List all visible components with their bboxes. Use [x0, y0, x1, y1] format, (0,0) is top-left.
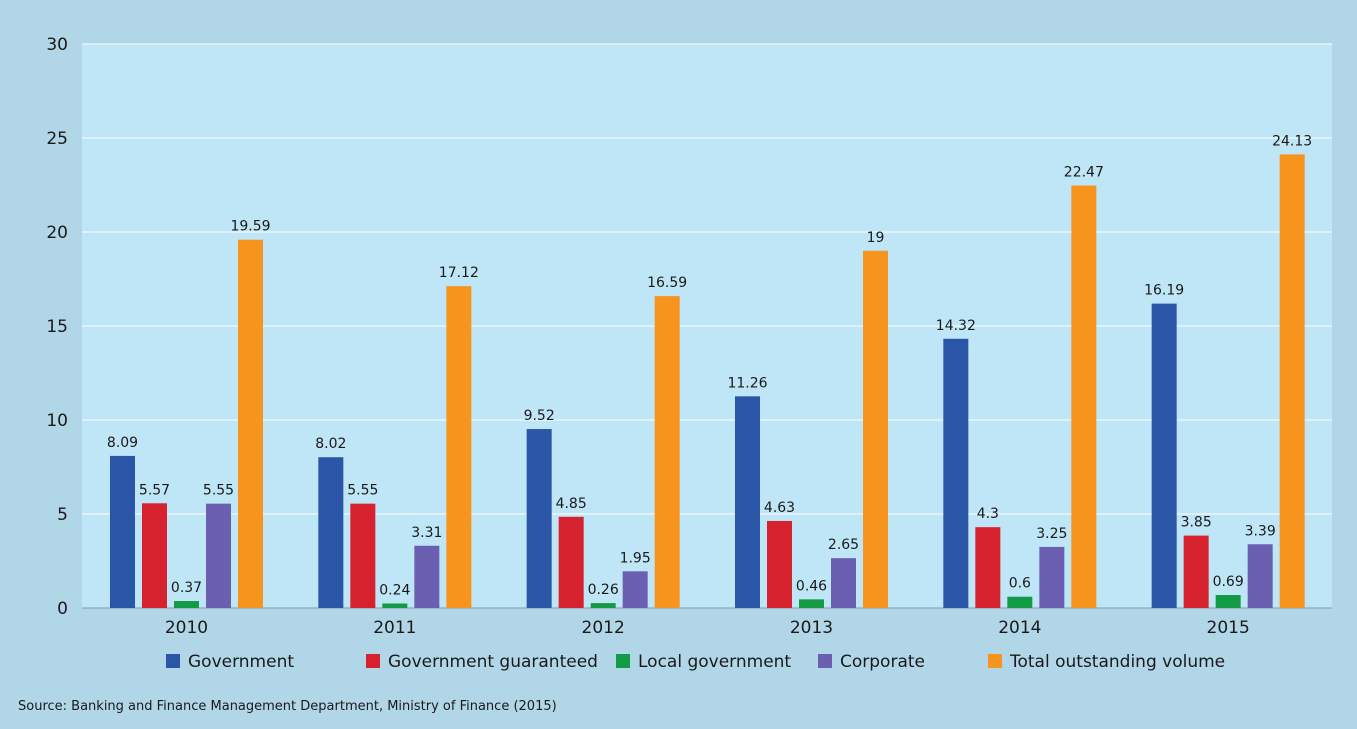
legend-label: Corporate: [840, 652, 925, 672]
legend-swatch: [366, 654, 380, 668]
data-label: 24.13: [1272, 133, 1312, 149]
bar: [975, 527, 1001, 608]
bar: [1183, 535, 1209, 608]
legend-swatch: [988, 654, 1002, 668]
data-label: 5.55: [347, 483, 378, 499]
bar: [382, 603, 408, 608]
x-tick-label: 2011: [373, 618, 416, 638]
bar: [110, 455, 135, 608]
data-label: 2.65: [828, 537, 859, 553]
bar: [318, 457, 344, 608]
legend-swatch: [818, 654, 832, 668]
data-label: 16.19: [1144, 283, 1184, 299]
legend-label: Government: [188, 652, 294, 672]
data-label: 0.6: [1009, 576, 1031, 592]
bar: [863, 250, 888, 609]
x-tick-label: 2014: [998, 618, 1041, 638]
x-tick-label: 2015: [1207, 618, 1250, 638]
data-label: 4.85: [556, 496, 587, 512]
data-label: 3.85: [1181, 515, 1212, 531]
data-label: 5.57: [139, 482, 170, 498]
data-label: 3.31: [411, 525, 442, 541]
x-tick-label: 2013: [790, 618, 833, 638]
data-label: 0.69: [1213, 574, 1244, 590]
data-label: 0.24: [379, 582, 410, 598]
data-label: 1.95: [620, 550, 651, 566]
source-note: Source: Banking and Finance Management D…: [18, 699, 557, 714]
legend-swatch: [616, 654, 630, 668]
data-label: 14.32: [936, 318, 976, 334]
bar: [1215, 595, 1241, 608]
bar: [590, 603, 616, 608]
bar: [350, 503, 376, 608]
bar: [799, 599, 824, 608]
bar: [1039, 546, 1065, 608]
bar: [1007, 596, 1033, 608]
legend-label: Local government: [638, 652, 791, 672]
y-tick-label: 30: [46, 35, 68, 55]
data-label: 9.52: [524, 408, 555, 424]
bar: [735, 396, 760, 608]
bar: [206, 503, 231, 608]
bar: [831, 558, 856, 608]
data-label: 11.26: [727, 375, 767, 391]
data-label: 0.46: [796, 578, 827, 594]
bar: [446, 286, 472, 608]
bar: [142, 503, 167, 608]
data-label: 4.3: [977, 506, 999, 522]
bar: [1071, 185, 1097, 608]
data-label: 5.55: [203, 483, 234, 499]
y-tick-label: 0: [57, 599, 68, 619]
data-label: 8.02: [315, 436, 346, 452]
x-tick-label: 2012: [582, 618, 625, 638]
bar: [414, 545, 440, 608]
bar: [767, 520, 792, 608]
y-tick-label: 20: [46, 223, 68, 243]
data-label: 16.59: [647, 275, 687, 291]
legend-swatch: [166, 654, 180, 668]
data-label: 8.09: [107, 435, 138, 451]
bar: [1247, 544, 1273, 608]
bar: [943, 338, 969, 608]
data-label: 0.26: [588, 582, 619, 598]
bar: [526, 429, 552, 608]
bar: [238, 239, 263, 608]
bar: [174, 601, 199, 608]
data-label: 19: [867, 230, 885, 246]
x-tick-label: 2010: [165, 618, 208, 638]
y-tick-label: 5: [57, 505, 68, 525]
legend-label: Total outstanding volume: [1009, 652, 1225, 672]
bar: [1279, 154, 1305, 608]
bar: [622, 571, 648, 608]
data-label: 3.25: [1036, 526, 1067, 542]
bar: [558, 516, 584, 608]
data-label: 19.59: [230, 219, 270, 235]
y-tick-label: 25: [46, 129, 68, 149]
bar: [654, 296, 680, 608]
data-label: 17.12: [439, 265, 479, 281]
data-label: 0.37: [171, 580, 202, 596]
data-label: 22.47: [1064, 165, 1104, 181]
bar: [1151, 303, 1177, 608]
data-label: 4.63: [764, 500, 795, 516]
legend-label: Government guaranteed: [388, 652, 598, 672]
y-tick-label: 10: [46, 411, 68, 431]
y-tick-label: 15: [46, 317, 68, 337]
data-label: 3.39: [1245, 523, 1276, 539]
